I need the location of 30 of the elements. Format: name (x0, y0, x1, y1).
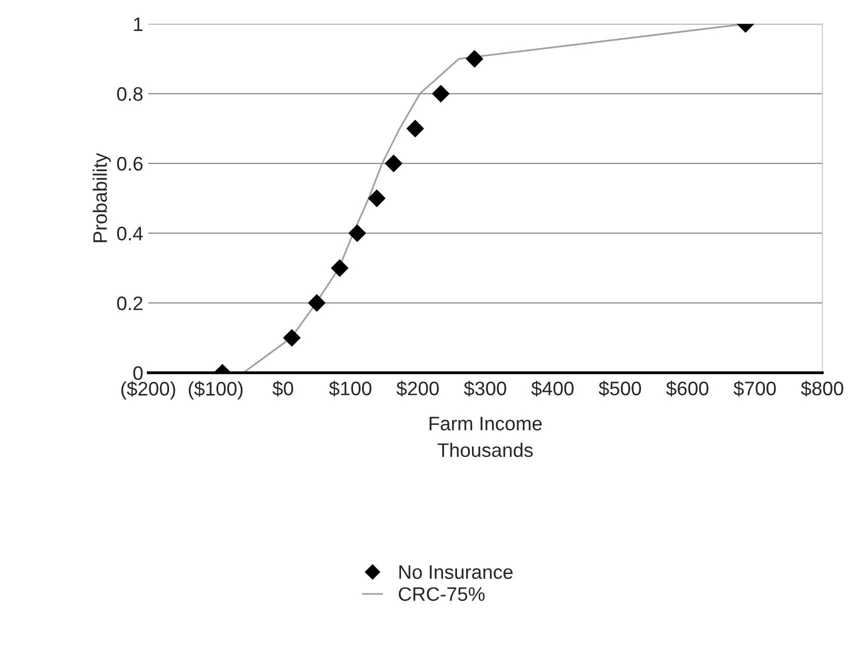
x-tick-label: $800 (800, 380, 844, 397)
legend-label: No Insurance (399, 565, 513, 579)
x-tick-label: ($200) (121, 381, 176, 400)
point (308, 294, 326, 312)
x-tick-label: $200 (396, 380, 439, 397)
x-tick-label: $500 (598, 380, 641, 397)
y-tick-label: 0.2 (117, 296, 142, 310)
y-tick-label: 0.4 (117, 226, 143, 240)
point (368, 190, 386, 208)
point (283, 329, 301, 347)
point (384, 154, 402, 172)
point (348, 224, 366, 242)
y-axis-title: Probability (92, 152, 111, 242)
y-tick-label: 0 (133, 366, 143, 380)
y-tick-label: 1 (134, 18, 142, 31)
point (432, 84, 450, 102)
x-tick-label: $100 (329, 380, 372, 397)
x-tick-label: ($100) (188, 381, 243, 400)
x-tick-label: $400 (531, 380, 574, 397)
x-tick-label: $700 (734, 380, 776, 397)
point (466, 50, 484, 68)
legend-label: CRC-75% (398, 587, 485, 601)
x-tick-label: $300 (464, 380, 506, 397)
x-tick-label: $600 (666, 380, 708, 397)
y-tick-label: 0.6 (117, 156, 143, 171)
y-tick-label: 0.8 (117, 87, 143, 101)
point (406, 120, 424, 138)
x-axis-title: Farm Income Thousands (430, 416, 542, 458)
x-tick-label: $0 (272, 380, 294, 397)
point (331, 259, 348, 277)
